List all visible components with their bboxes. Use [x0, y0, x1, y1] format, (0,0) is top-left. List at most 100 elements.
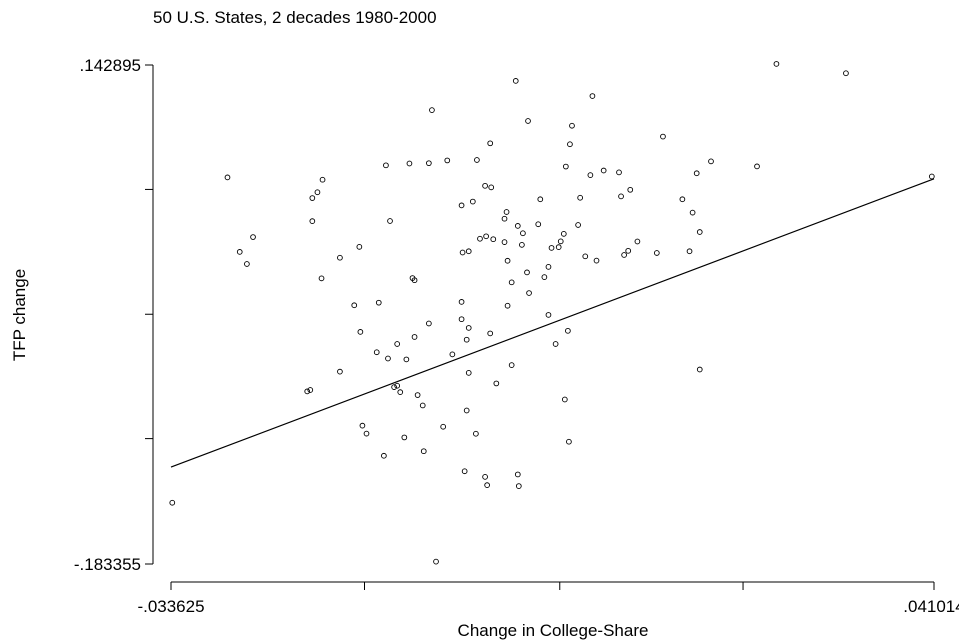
data-point-23 [224, 174, 231, 181]
data-point-49 [483, 233, 489, 240]
data-point-101 [397, 389, 404, 396]
data-point-69 [582, 253, 589, 260]
data-point-24 [319, 176, 326, 183]
data-point-41 [535, 221, 542, 228]
data-point-13 [426, 160, 432, 167]
data-point-117 [169, 499, 176, 506]
y-axis-label: TFP change [10, 269, 29, 361]
data-point-9 [660, 133, 666, 140]
data-point-121 [465, 370, 472, 376]
data-point-96 [403, 356, 410, 363]
data-point-20 [616, 169, 622, 176]
data-point-90 [565, 327, 571, 334]
data-point-38 [309, 218, 316, 225]
data-point-76 [508, 279, 515, 286]
data-point-72 [524, 269, 530, 276]
data-point-44 [575, 222, 581, 228]
data-point-81 [504, 302, 511, 309]
y-tick-label-0: .142895 [80, 56, 141, 75]
data-point-63 [593, 257, 600, 264]
data-point-40 [501, 215, 508, 222]
data-point-47 [490, 236, 497, 243]
data-point-4 [429, 107, 435, 113]
data-point-79 [351, 302, 358, 309]
data-point-31 [679, 196, 686, 203]
data-point-0 [773, 61, 780, 67]
data-point-122 [508, 362, 515, 368]
data-point-108 [484, 482, 490, 488]
data-point-27 [627, 186, 634, 193]
data-point-116 [463, 407, 470, 414]
data-point-17 [562, 163, 569, 170]
data-point-83 [465, 325, 472, 331]
data-point-22 [928, 173, 935, 180]
data-point-124 [493, 380, 500, 387]
data-point-95 [385, 355, 391, 362]
data-point-68 [465, 248, 472, 255]
data-point-80 [375, 299, 382, 306]
data-point-48 [477, 235, 483, 242]
data-point-58 [686, 248, 693, 255]
data-point-111 [561, 396, 568, 403]
data-point-118 [433, 558, 439, 565]
data-point-42 [514, 223, 521, 229]
data-point-104 [359, 422, 366, 429]
data-point-5 [525, 118, 531, 124]
data-point-46 [250, 234, 256, 240]
data-point-78 [458, 299, 465, 305]
data-point-86 [545, 312, 552, 318]
data-point-36 [689, 209, 696, 216]
data-point-106 [461, 468, 468, 475]
data-point-18 [587, 172, 594, 178]
data-point-67 [625, 247, 632, 254]
data-point-6 [569, 122, 575, 129]
data-point-120 [566, 438, 572, 445]
x-tick-label-4: .041014 [903, 597, 959, 616]
data-point-32 [577, 194, 584, 201]
data-point-125 [304, 388, 311, 395]
data-point-50 [501, 239, 508, 245]
data-point-34 [469, 198, 476, 205]
data-point-25 [488, 184, 495, 191]
data-point-88 [552, 341, 559, 347]
data-point-61 [337, 254, 343, 261]
data-point-75 [409, 275, 416, 281]
data-point-94 [449, 351, 456, 358]
data-point-35 [458, 202, 465, 209]
data-point-114 [440, 423, 447, 430]
data-point-10 [708, 158, 714, 165]
data-point-8 [487, 140, 494, 147]
data-point-15 [406, 160, 413, 167]
data-point-52 [557, 238, 564, 245]
data-point-65 [541, 274, 548, 280]
data-point-97 [337, 368, 343, 375]
data-point-112 [363, 430, 370, 437]
x-tick-label-0: -.033625 [137, 597, 204, 616]
data-point-51 [519, 242, 525, 248]
data-point-70 [621, 252, 627, 258]
data-point-105 [420, 448, 427, 455]
data-point-28 [618, 193, 624, 200]
data-point-113 [401, 434, 408, 441]
data-point-110 [515, 483, 522, 489]
data-point-16 [383, 162, 389, 169]
data-point-92 [373, 349, 380, 356]
data-point-59 [236, 249, 243, 255]
y-ticks: .142895 -.183355 [74, 56, 153, 574]
data-point-99 [391, 384, 397, 390]
data-point-39 [387, 218, 393, 224]
data-point-57 [548, 245, 555, 251]
data-point-30 [309, 195, 316, 201]
data-point-66 [545, 264, 552, 270]
data-point-19 [600, 167, 607, 174]
data-point-1 [843, 70, 849, 77]
data-point-93 [394, 341, 401, 347]
data-point-29 [314, 189, 321, 196]
data-point-102 [414, 392, 421, 398]
data-point-115 [473, 430, 479, 437]
data-point-62 [504, 257, 511, 264]
data-point-82 [458, 316, 465, 323]
data-point-26 [482, 182, 488, 189]
data-point-55 [356, 244, 363, 250]
